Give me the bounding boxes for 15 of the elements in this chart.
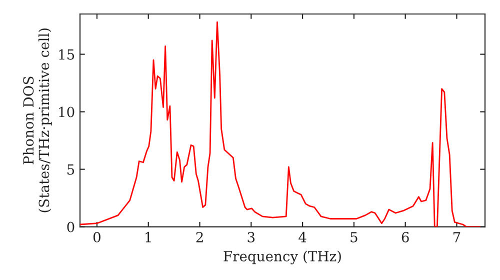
x-tick-label: 0: [93, 232, 100, 242]
y-tick-label: 5: [67, 164, 74, 175]
y-axis-title: Phonon DOS (States/THz·primitive cell): [22, 28, 52, 212]
y-tick-label: 10: [59, 106, 74, 118]
x-axis-title: Frequency (THz): [224, 250, 341, 264]
x-tick-label: 2: [196, 232, 203, 242]
y-tick-label: 0: [67, 222, 74, 232]
x-tick-label: 1: [146, 232, 151, 242]
x-tick-label: 6: [402, 232, 409, 242]
x-tick-label: 5: [350, 232, 358, 242]
x-tick-label: 4: [298, 232, 306, 242]
x-tick-label: 7: [453, 232, 460, 242]
line-series: [80, 21, 481, 227]
x-tick-label: 3: [248, 232, 255, 242]
y-tick-label: 15: [59, 49, 74, 60]
